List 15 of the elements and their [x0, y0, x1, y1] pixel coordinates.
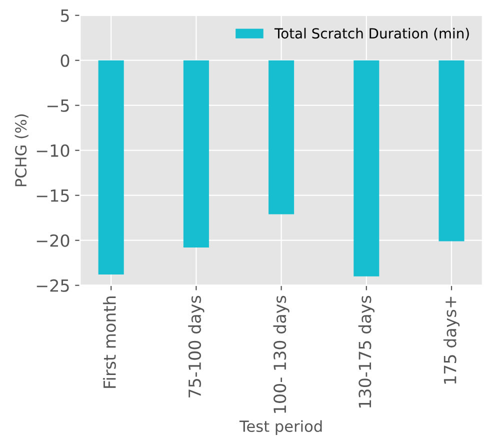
y-tick-label: −25 — [36, 279, 69, 292]
y-tick-label: 0 — [60, 54, 70, 67]
y-tick-label: −5 — [48, 100, 69, 112]
x-tick-label: 130-175 days — [358, 296, 374, 408]
y-tick-label: −15 — [36, 190, 69, 202]
x-tick-label: 175 days+ — [443, 296, 460, 384]
legend-label: Total Scratch Duration (min) — [274, 28, 469, 40]
x-tick-label: First month — [103, 296, 116, 388]
y-tick-label: −20 — [36, 234, 70, 247]
y-tick-label: −10 — [36, 144, 70, 157]
y-axis-title: PCHG (%) — [14, 114, 28, 186]
x-axis-title: Test period — [239, 420, 322, 435]
y-tick-label: 5 — [60, 10, 69, 22]
x-tick-label: 100- 130 days — [273, 296, 290, 413]
x-tick-label: 75-100 days — [188, 296, 204, 398]
